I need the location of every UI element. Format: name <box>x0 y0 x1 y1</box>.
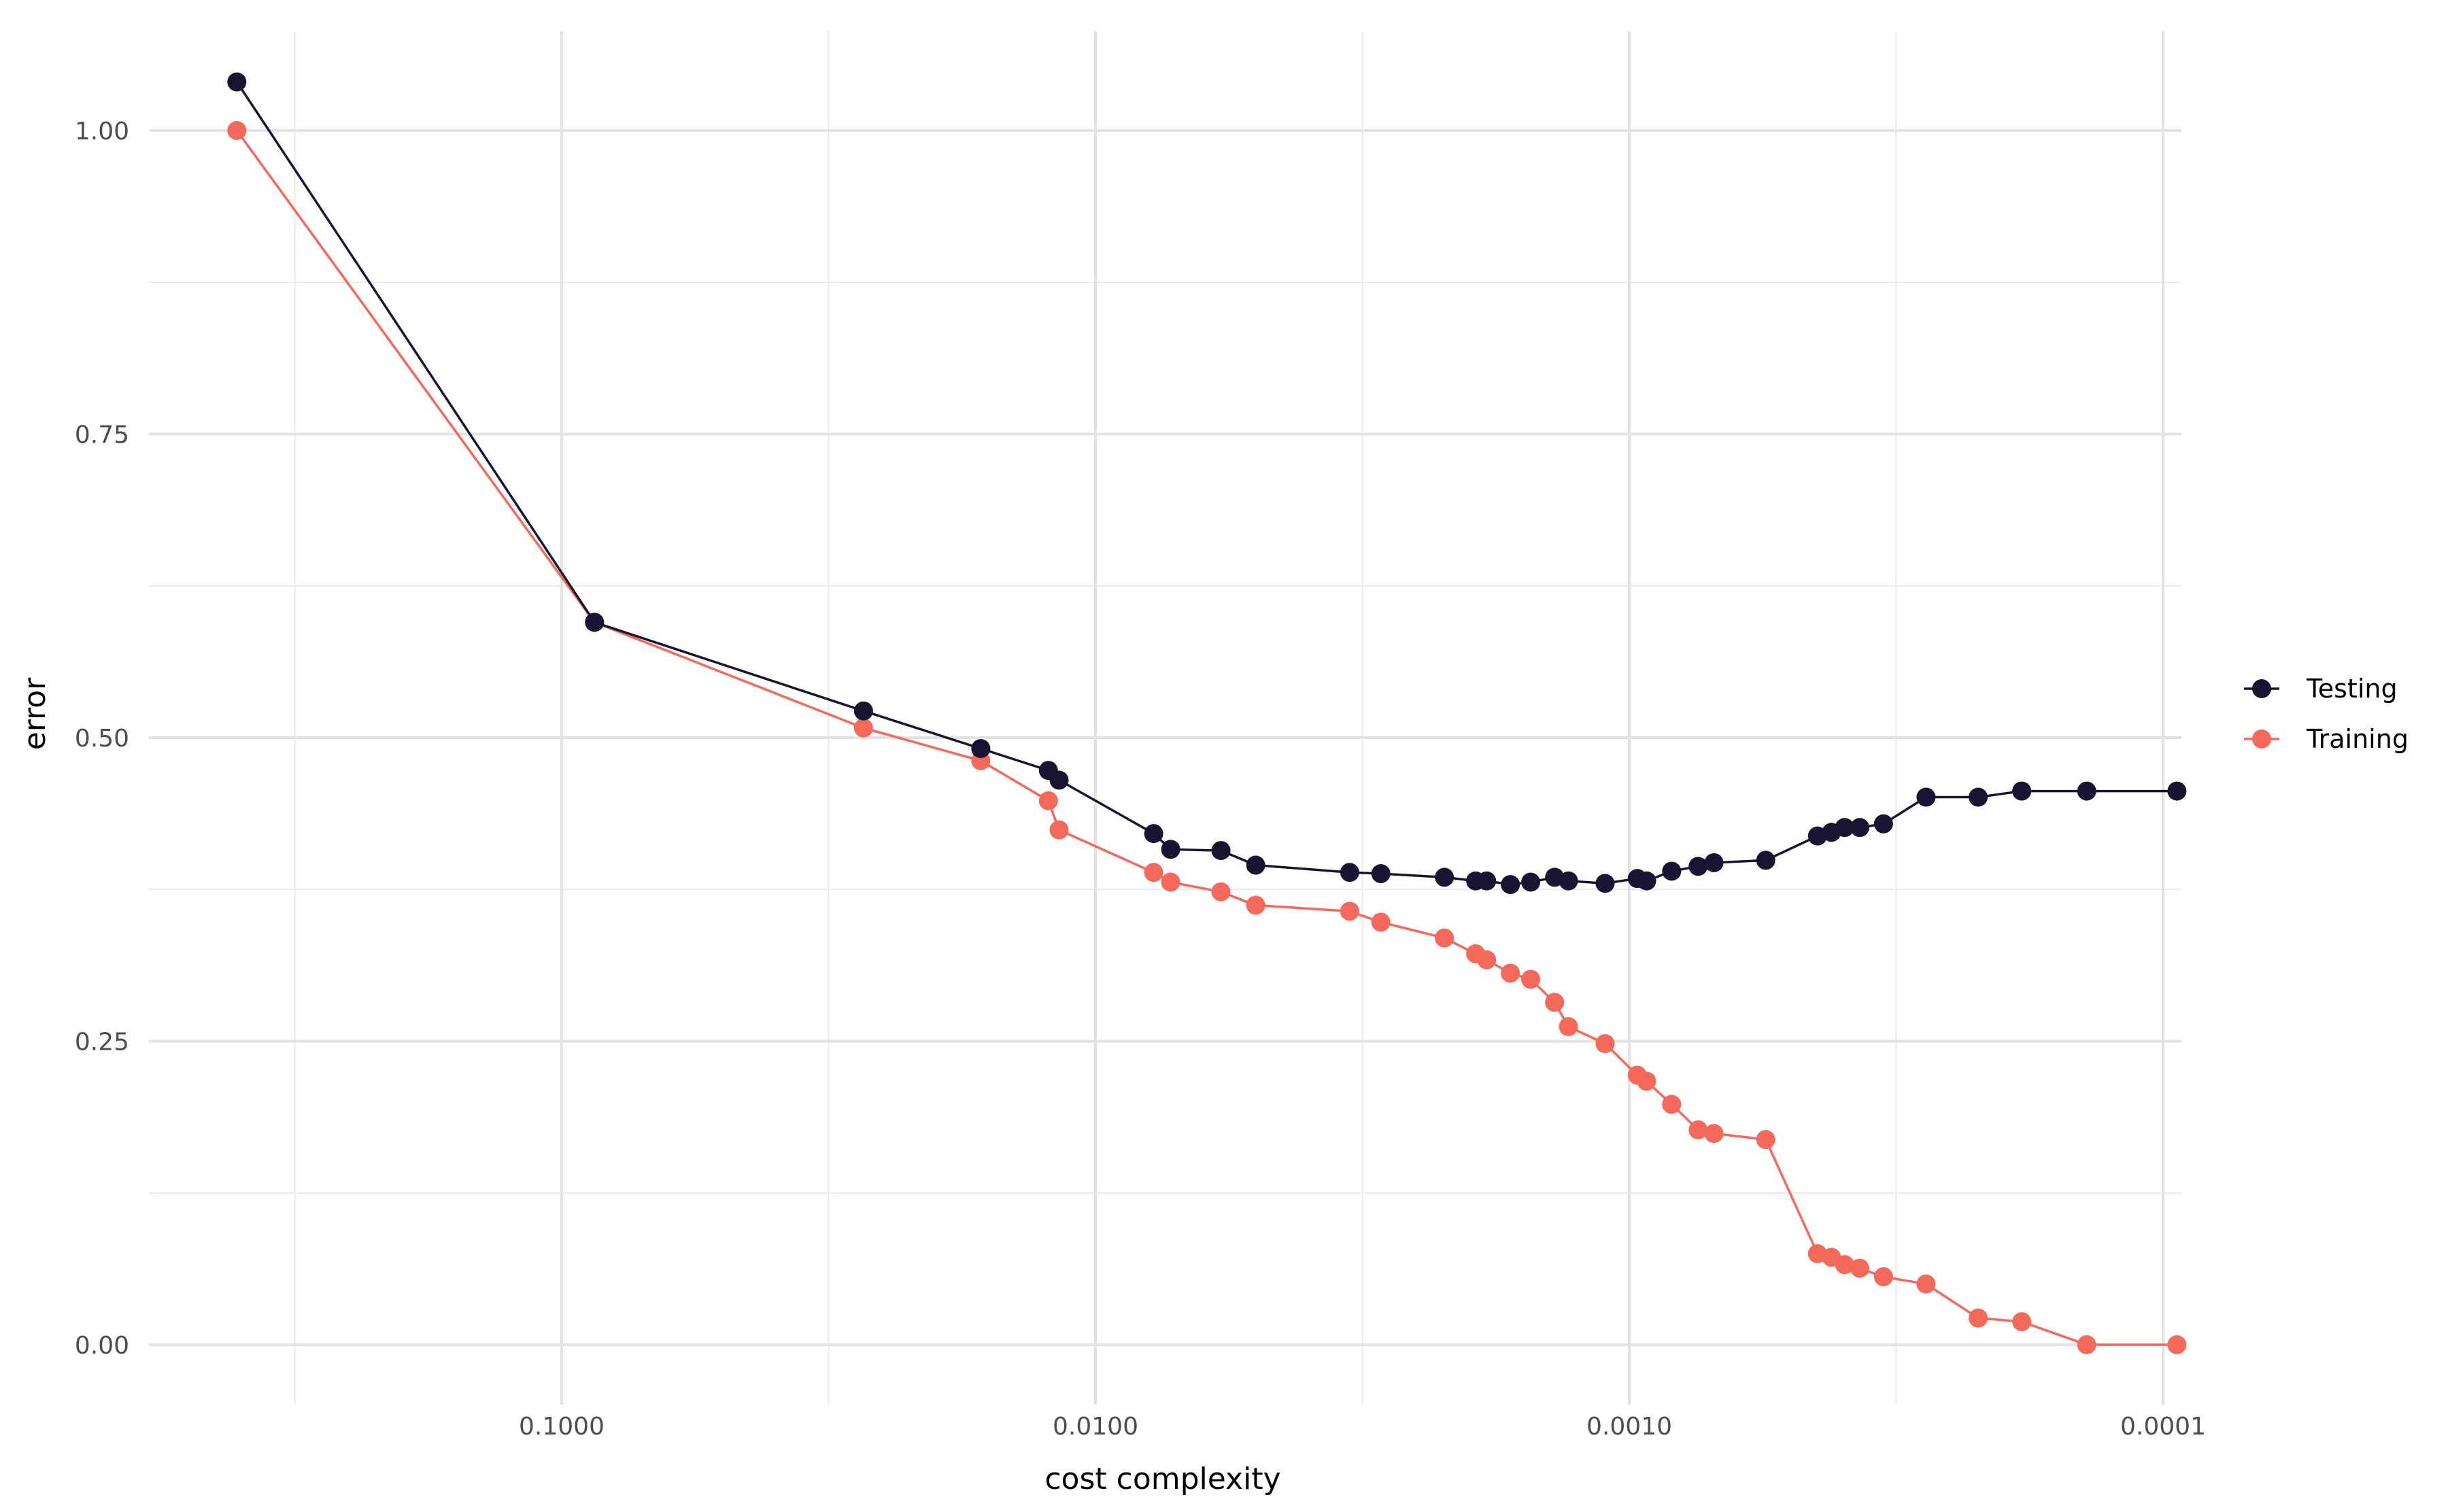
data-point-testing <box>1246 855 1265 875</box>
data-point-training <box>227 121 247 140</box>
y-axis-label: error <box>18 677 52 750</box>
data-point-testing <box>227 72 247 92</box>
data-point-testing <box>1704 853 1724 872</box>
data-point-training <box>1559 1017 1578 1037</box>
data-point-testing <box>1637 871 1656 891</box>
data-point-training <box>1637 1071 1656 1091</box>
series-line-testing <box>235 81 2177 886</box>
legend-label: Testing <box>2306 674 2398 704</box>
data-point-testing <box>1477 871 1497 891</box>
data-point-testing <box>1595 874 1615 893</box>
data-point-testing <box>1371 864 1391 884</box>
data-point-training <box>1704 1124 1724 1144</box>
data-point-training <box>1835 1255 1854 1275</box>
data-point-testing <box>1835 818 1854 838</box>
data-point-testing <box>1969 787 1988 807</box>
data-point-testing <box>1501 875 1520 895</box>
legend-key-point <box>2252 679 2271 698</box>
data-point-testing <box>2167 781 2187 801</box>
data-point-training <box>1371 912 1391 932</box>
data-point-testing <box>1688 857 1708 876</box>
data-point-training <box>1595 1034 1615 1054</box>
data-point-training <box>1211 882 1231 901</box>
data-point-training <box>2012 1312 2032 1332</box>
data-point-testing <box>1873 814 1893 834</box>
y-tick-label: 0.50 <box>75 725 129 753</box>
x-tick-label: 0.0001 <box>2120 1413 2206 1441</box>
data-point-testing <box>971 739 991 759</box>
data-point-testing <box>1756 850 1775 870</box>
grid <box>149 31 2181 1405</box>
data-point-testing <box>1211 841 1231 861</box>
data-point-training <box>1873 1267 1893 1286</box>
y-tick-label: 1.00 <box>75 118 129 145</box>
data-point-testing <box>1559 871 1578 891</box>
data-point-testing <box>1662 861 1682 881</box>
data-point-training <box>1246 895 1265 915</box>
y-tick-label: 0.00 <box>75 1332 129 1360</box>
data-point-training <box>853 718 873 738</box>
data-point-testing <box>585 613 605 632</box>
plot-marks <box>227 72 2187 1354</box>
data-point-testing <box>2077 781 2096 801</box>
data-point-training <box>1916 1274 1936 1294</box>
data-point-training <box>1435 928 1455 948</box>
x-tick-label: 0.0010 <box>1586 1413 1672 1441</box>
data-point-training <box>1969 1308 1988 1328</box>
data-point-training <box>1340 901 1359 921</box>
data-point-training <box>1161 872 1180 892</box>
data-point-training <box>1521 969 1541 989</box>
legend-label: Training <box>2306 724 2409 754</box>
y-tick-label: 0.75 <box>75 422 129 449</box>
data-point-testing <box>853 701 873 721</box>
data-point-testing <box>1340 863 1359 882</box>
data-point-training <box>1049 820 1069 840</box>
data-point-testing <box>1049 770 1069 790</box>
data-point-testing <box>1144 824 1163 844</box>
x-tick-label: 0.1000 <box>519 1413 605 1441</box>
data-point-training <box>1545 993 1565 1012</box>
data-point-testing <box>2012 781 2032 801</box>
y-tick-label: 0.25 <box>75 1029 129 1056</box>
data-point-training <box>1144 863 1163 882</box>
data-point-training <box>2167 1335 2187 1354</box>
data-point-training <box>1662 1095 1682 1114</box>
data-point-testing <box>1161 840 1180 859</box>
data-point-training <box>1688 1120 1708 1139</box>
data-point-training <box>1477 950 1497 969</box>
x-axis-label: cost complexity <box>1044 1462 1280 1496</box>
data-point-training <box>1038 791 1058 810</box>
data-point-testing <box>1850 818 1869 838</box>
x-tick-label: 0.0100 <box>1053 1413 1138 1441</box>
data-point-testing <box>1435 867 1455 887</box>
data-point-testing <box>1916 787 1936 807</box>
legend: Testing Training <box>2244 674 2409 754</box>
data-point-testing <box>1521 872 1541 892</box>
data-point-training <box>1501 963 1520 983</box>
tick-labels: 0.00 0.25 0.50 0.75 1.00 0.1000 0.0100 0.0010 0.… <box>75 118 2206 1441</box>
data-point-training <box>2077 1335 2096 1354</box>
legend-key-point <box>2252 729 2271 749</box>
data-point-training <box>1850 1258 1869 1278</box>
data-point-training <box>1756 1130 1775 1150</box>
